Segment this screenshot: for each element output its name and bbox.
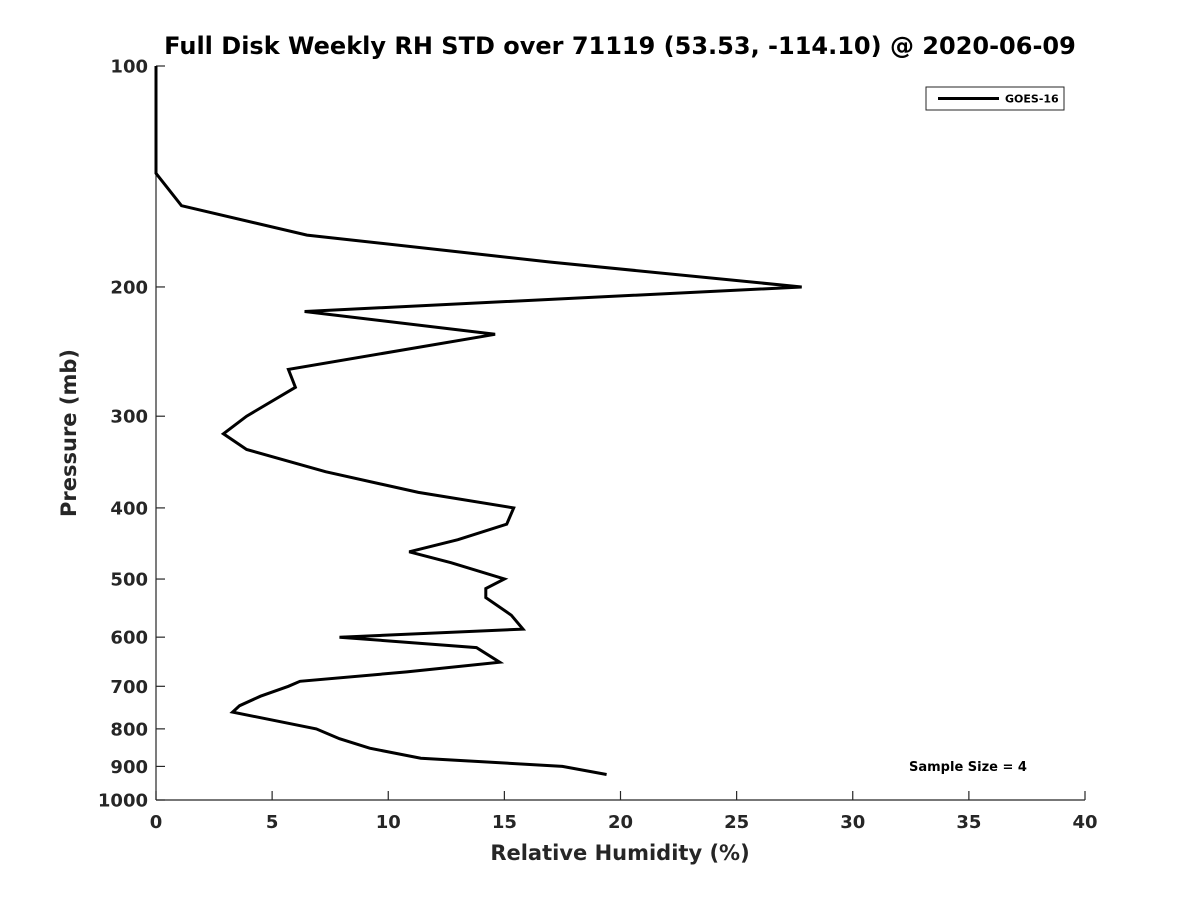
y-tick-label: 500	[110, 570, 148, 591]
y-tick-label: 400	[110, 498, 148, 519]
x-axis-label: Relative Humidity (%)	[490, 841, 749, 865]
y-tick-label: 900	[110, 757, 148, 778]
series-line-goes-16	[154, 66, 802, 776]
chart-title: Full Disk Weekly RH STD over 71119 (53.5…	[164, 32, 1076, 60]
y-tick-label: 100	[110, 57, 148, 78]
y-tick-label: 1000	[98, 791, 148, 812]
x-tick-label: 35	[956, 812, 981, 833]
legend[interactable]: GOES-16	[925, 86, 1065, 111]
legend-label-goes-16: GOES-16	[1005, 93, 1059, 106]
x-tick-label: 40	[1072, 812, 1097, 833]
y-tick-label: 300	[110, 407, 148, 428]
x-tick-label: 25	[724, 812, 749, 833]
series-layer	[154, 66, 802, 776]
sample-size-annotation: Sample Size = 4	[909, 760, 1027, 775]
y-tick-label: 600	[110, 628, 148, 649]
y-tick-label: 200	[110, 277, 148, 298]
x-tick-label: 5	[266, 812, 279, 833]
x-tick-label: 20	[608, 812, 633, 833]
x-tick-label: 10	[376, 812, 401, 833]
x-tick-label: 15	[492, 812, 517, 833]
y-ticks: 100 200 300 400 500 600 700 800 900 1000	[98, 57, 165, 812]
y-axis-label: Pressure (mb)	[57, 349, 81, 517]
x-tick-label: 0	[150, 812, 163, 833]
y-tick-label: 700	[110, 677, 148, 698]
x-tick-label: 30	[840, 812, 865, 833]
x-ticks: 0 5 10 15 20 25 30 35 40	[150, 791, 1098, 833]
y-tick-label: 800	[110, 719, 148, 740]
